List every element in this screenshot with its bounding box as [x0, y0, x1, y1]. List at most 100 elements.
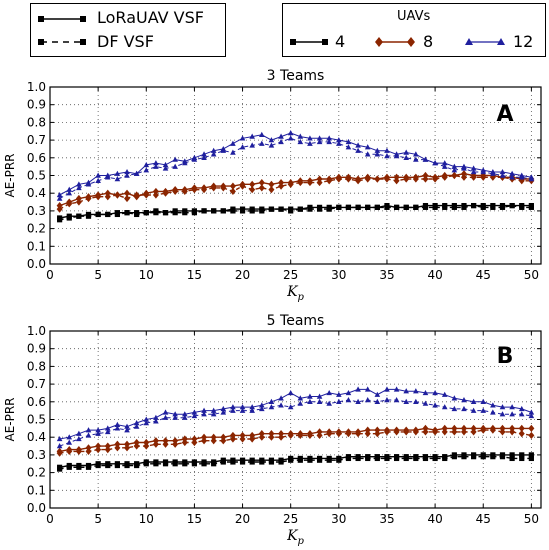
data-point-12-uav	[432, 389, 438, 396]
data-point-12-uav	[133, 170, 140, 176]
data-point-4-uav	[143, 210, 149, 216]
data-point-12-uav	[461, 165, 467, 171]
data-point-8-uav	[133, 191, 140, 199]
data-point-12-uav	[528, 409, 535, 415]
data-point-12-uav	[201, 411, 207, 417]
data-point-12-uav	[374, 147, 381, 153]
data-point-12-uav	[133, 423, 140, 429]
data-point-4-uav	[480, 454, 486, 460]
data-point-12-uav	[355, 142, 361, 148]
data-point-8-uav	[258, 184, 265, 192]
data-point-12-uav	[384, 397, 390, 403]
data-point-12-uav	[278, 395, 284, 401]
data-point-8-uav	[422, 428, 429, 436]
data-point-8-uav	[412, 428, 419, 436]
data-point-4-uav	[57, 466, 63, 472]
data-point-4-uav	[345, 204, 352, 210]
data-point-12-uav	[66, 439, 73, 445]
data-point-8-uav	[249, 435, 256, 443]
data-point-12-uav	[104, 428, 111, 435]
data-point-12-uav	[249, 404, 255, 410]
data-point-8-uav	[152, 440, 159, 448]
data-point-12-uav	[393, 397, 400, 403]
data-point-8-uav	[162, 189, 169, 197]
data-point-4-uav	[413, 455, 419, 462]
data-point-12-uav	[124, 423, 130, 429]
data-point-12-uav	[307, 140, 313, 146]
y-tick-label: 0.4	[27, 186, 46, 200]
y-tick-label: 1.0	[27, 80, 46, 94]
data-point-4-uav	[153, 461, 159, 467]
data-point-4-uav	[211, 208, 217, 214]
data-point-8-uav	[345, 430, 352, 438]
data-point-12-uav	[355, 386, 361, 392]
data-point-8-uav	[133, 442, 140, 450]
data-point-8-uav	[104, 445, 111, 454]
data-point-4-uav	[490, 204, 496, 210]
data-point-12-uav	[278, 133, 284, 139]
series-line-12-uav-df	[59, 137, 532, 199]
data-point-4-uav	[211, 461, 217, 467]
data-point-12-uav	[470, 165, 477, 171]
y-tick-label: 0.0	[27, 257, 46, 271]
data-point-4-uav	[124, 462, 130, 469]
data-point-4-uav	[66, 215, 72, 221]
data-point-12-uav	[470, 407, 477, 413]
data-point-8-uav	[422, 175, 429, 183]
x-tick-label: 5	[94, 268, 102, 282]
data-point-12-uav	[509, 170, 515, 176]
data-point-4-uav	[451, 454, 457, 460]
data-point-12-uav	[364, 151, 371, 157]
data-point-12-uav	[268, 142, 275, 148]
data-point-12-uav	[153, 414, 159, 420]
data-point-12-uav	[95, 430, 101, 436]
data-point-4-uav	[519, 204, 525, 210]
data-point-8-uav	[143, 191, 150, 199]
data-point-12-uav	[162, 165, 169, 171]
data-point-12-uav	[364, 144, 371, 150]
data-point-4-uav	[336, 204, 342, 210]
chart-panel-2: 0 5 10 15 20 25 30 35 40 45 50 0.0 0.1 0.2 0.3 0.4 0.5 0.…	[3, 313, 542, 547]
data-point-12-uav	[518, 174, 525, 180]
data-point-8-uav	[403, 175, 410, 183]
data-point-12-uav	[461, 397, 467, 403]
data-point-12-uav	[336, 391, 342, 397]
data-point-4-uav	[422, 455, 429, 462]
x-tick-label: 20	[235, 512, 250, 526]
data-point-8-uav	[528, 431, 535, 440]
data-point-8-uav	[509, 428, 516, 436]
data-point-4-uav	[480, 204, 486, 210]
data-point-12-uav	[287, 404, 294, 410]
data-point-8-uav	[470, 173, 477, 181]
data-point-8-uav	[114, 191, 121, 199]
data-point-4-uav	[230, 459, 236, 465]
data-point-12-uav	[76, 435, 82, 442]
chart-title: 3 Teams	[267, 68, 325, 84]
data-point-12-uav	[153, 163, 159, 169]
data-point-12-uav	[124, 172, 130, 178]
data-point-12-uav	[336, 137, 342, 143]
data-point-8-uav	[239, 182, 246, 190]
series-line-12-uav-lorauav	[59, 132, 532, 196]
data-point-12-uav	[403, 154, 410, 160]
data-point-4-uav	[345, 455, 352, 462]
data-point-8-uav	[326, 430, 333, 438]
x-tick-label: 15	[187, 512, 202, 526]
x-tick-label: 45	[476, 512, 491, 526]
data-point-12-uav	[268, 404, 275, 410]
data-point-12-uav	[316, 138, 323, 145]
data-point-12-uav	[528, 412, 535, 419]
data-point-12-uav	[326, 400, 332, 406]
data-point-4-uav	[182, 210, 188, 216]
y-tick-label: 0.9	[27, 98, 46, 112]
y-tick-label: 0.2	[27, 222, 46, 236]
data-point-8-uav	[306, 178, 313, 187]
data-point-12-uav	[326, 138, 332, 145]
data-point-12-uav	[345, 144, 352, 150]
data-point-4-uav	[326, 206, 332, 212]
data-point-8-uav	[124, 189, 131, 197]
series-line-8-uav-lorauav	[59, 172, 532, 207]
data-point-8-uav	[480, 173, 487, 181]
x-tick-label: 15	[187, 268, 202, 282]
data-point-12-uav	[95, 172, 101, 178]
